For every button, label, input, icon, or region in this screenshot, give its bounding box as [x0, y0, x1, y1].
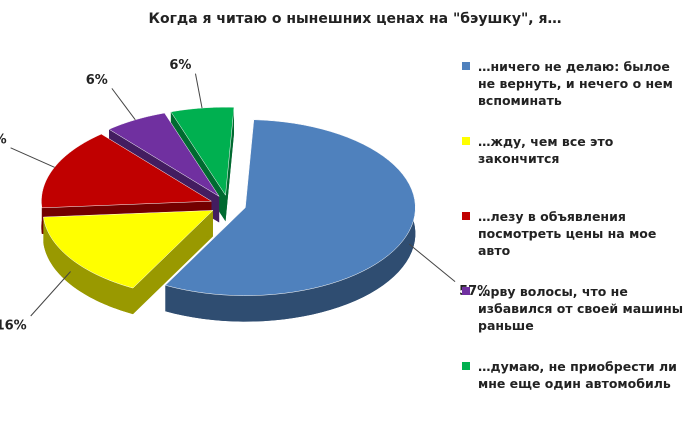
- legend-label: …лезу в объявления посмотреть цены на мо…: [478, 209, 657, 258]
- leader-line: [194, 73, 203, 109]
- leader-line: [111, 88, 136, 121]
- data-label: 6%: [86, 73, 108, 88]
- legend-item: …рву волосы, что не избавился от своей м…: [462, 283, 687, 334]
- leader-line: [10, 147, 55, 168]
- legend-swatch: [462, 212, 470, 220]
- legend-swatch: [462, 287, 470, 295]
- legend-item: …жду, чем все это закончится: [462, 133, 687, 167]
- legend-label: …жду, чем все это закончится: [478, 134, 614, 166]
- chart-title: Когда я читаю о нынешних ценах на "бэушк…: [149, 11, 562, 27]
- legend-item: …ничего не делаю: былое не вернуть, и не…: [462, 58, 687, 109]
- data-label: 15%: [0, 132, 7, 147]
- legend-swatch: [462, 362, 470, 370]
- legend-label: …ничего не делаю: былое не вернуть, и не…: [478, 59, 673, 108]
- legend-label: …думаю, не приобрести ли мне еще один ав…: [478, 359, 677, 391]
- legend-label: …рву волосы, что не избавился от своей м…: [478, 284, 684, 333]
- leader-line: [408, 243, 456, 283]
- legend-item: …лезу в объявления посмотреть цены на мо…: [462, 208, 687, 259]
- legend-item: …думаю, не приобрести ли мне еще один ав…: [462, 358, 687, 392]
- slice: [43, 210, 214, 289]
- slice: [164, 119, 416, 296]
- slice-wall: [43, 217, 133, 315]
- legend-swatch: [462, 137, 470, 145]
- slice: [108, 112, 220, 197]
- data-label: 6%: [169, 58, 191, 73]
- slice-wall: [165, 119, 416, 322]
- slice-edge: [225, 107, 235, 222]
- leader-line: [30, 271, 71, 317]
- legend-swatch: [462, 62, 470, 70]
- data-label: 16%: [0, 318, 27, 333]
